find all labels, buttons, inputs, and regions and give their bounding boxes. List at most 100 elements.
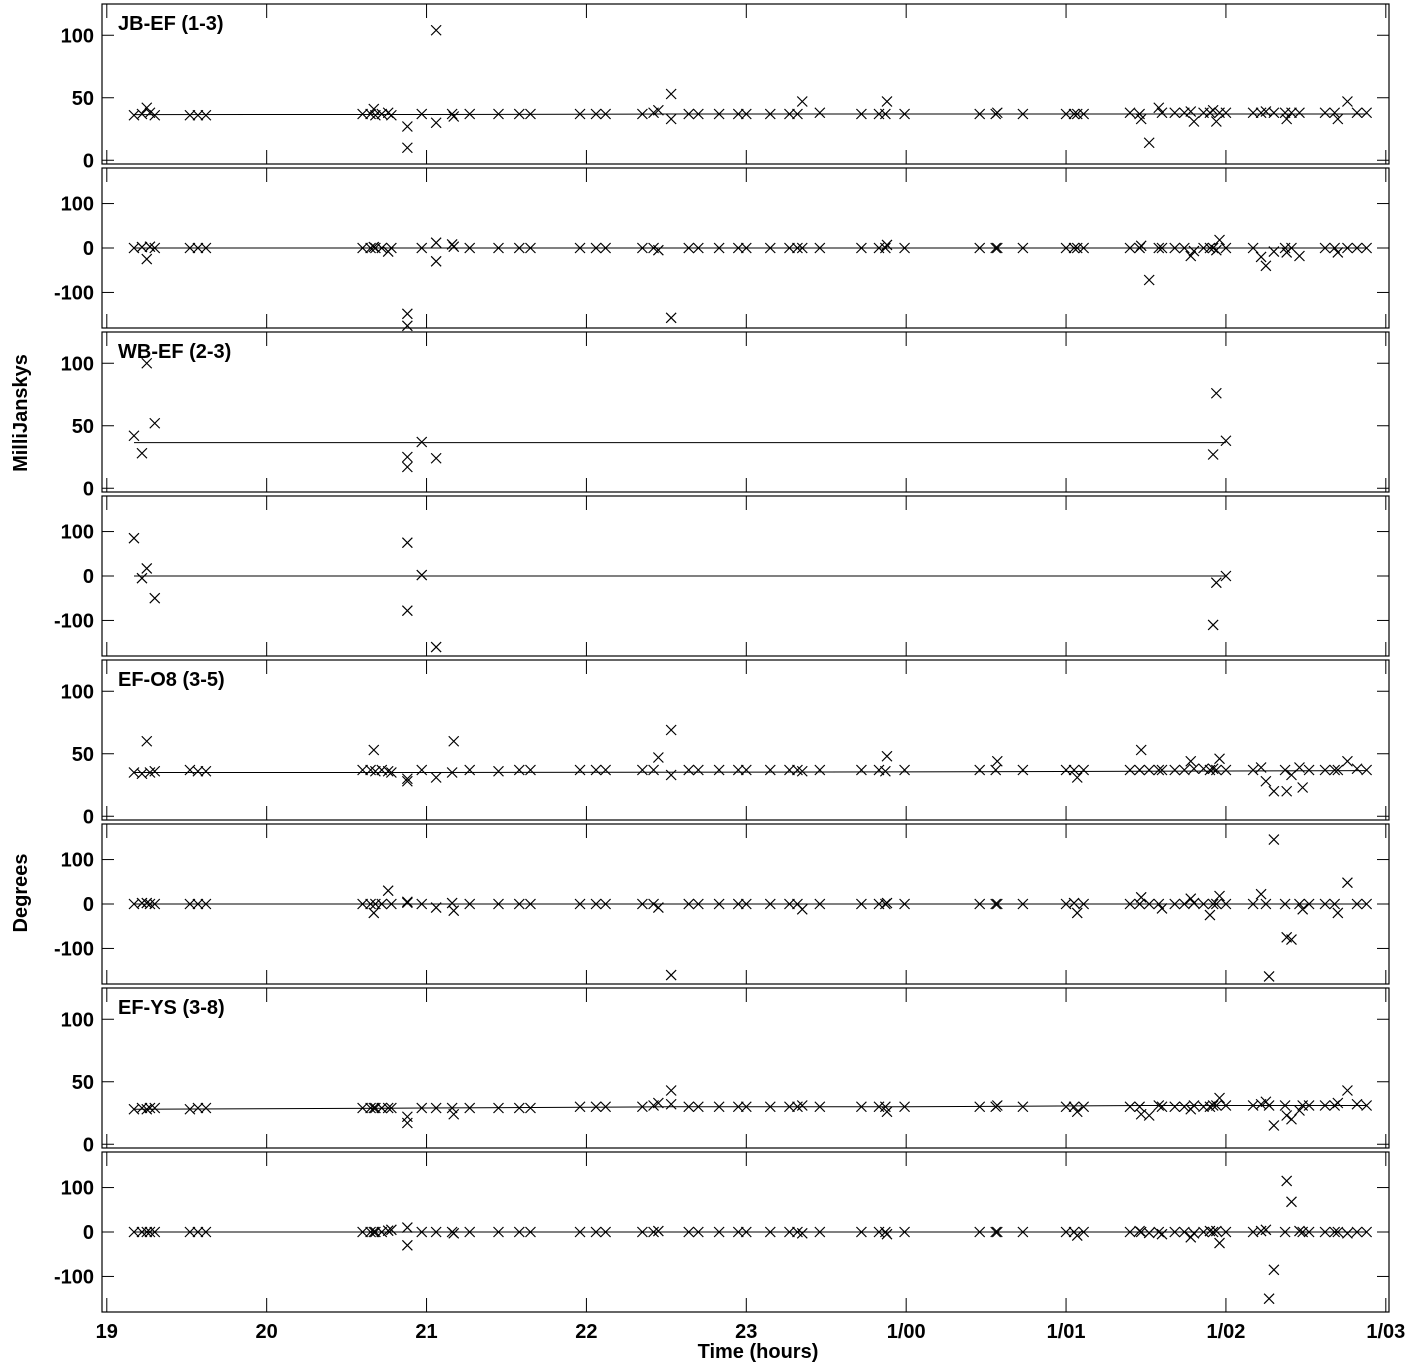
panel-3-amplitude-point bbox=[636, 1101, 648, 1113]
panel-1-phase-point bbox=[136, 572, 148, 584]
panel-2-phase-point bbox=[665, 969, 677, 981]
panel-2-amplitude-point bbox=[1185, 755, 1197, 767]
panel-2-amplitude-point bbox=[149, 765, 161, 777]
panel-2-amp-ytick-label: 0 bbox=[83, 806, 94, 828]
panel-0-phase-point bbox=[1268, 246, 1280, 257]
panel-2-amplitude-point bbox=[1068, 764, 1080, 776]
panel-2-phase-point bbox=[401, 896, 413, 908]
panel-3-amplitude-point bbox=[1068, 1101, 1080, 1113]
panel-2-phase-point bbox=[1342, 877, 1353, 889]
panel-3-phase-point bbox=[990, 1226, 1002, 1238]
panel-0-phase-point bbox=[149, 242, 161, 254]
panel-0-phase-point bbox=[192, 242, 204, 254]
panel-3-amplitude-point bbox=[692, 1101, 704, 1113]
panel-0-phase-point bbox=[1143, 274, 1155, 286]
panel-3-phase-point bbox=[1361, 1226, 1373, 1238]
panel-2-phase-point bbox=[200, 898, 212, 910]
panel-0-phase-point bbox=[1060, 242, 1072, 254]
panel-2-amplitude-point bbox=[713, 764, 725, 776]
panel-2-amplitude-point bbox=[1279, 764, 1291, 776]
panel-3-phase-point bbox=[493, 1226, 504, 1238]
panel-2-phase-point bbox=[740, 898, 752, 910]
panel-2-amplitude-point bbox=[1178, 764, 1190, 776]
panel-3-amplitude-point bbox=[1294, 1105, 1305, 1116]
panel-2-amplitude-point bbox=[990, 764, 1002, 776]
panel-3-phase-point bbox=[991, 1226, 1003, 1238]
panel-2-amplitude-point bbox=[1268, 785, 1280, 797]
panel-2-amplitude-point bbox=[368, 744, 380, 756]
panel-1-amplitude-point bbox=[416, 436, 428, 448]
panel-0-phase-point bbox=[879, 242, 891, 254]
panel-3-phase-point bbox=[513, 1226, 525, 1238]
panel-2-phase-point bbox=[899, 898, 911, 910]
x-tick-label: 21 bbox=[415, 1321, 437, 1343]
panel-2-amplitude-point bbox=[1198, 763, 1209, 775]
panel-2-amplitude-point bbox=[200, 765, 212, 777]
panel-0-amplitude-point bbox=[184, 109, 196, 121]
panel-0-amplitude-point bbox=[881, 96, 893, 107]
panel-3-phase-point bbox=[713, 1226, 725, 1238]
panel-3-phase-point bbox=[1279, 1226, 1291, 1238]
panel-2-amplitude-point bbox=[1303, 764, 1315, 776]
panel-3-phase-point bbox=[1207, 1226, 1219, 1238]
panel-1-phase-point bbox=[401, 537, 413, 549]
panel-2-amplitude-point bbox=[1351, 763, 1363, 775]
panel-2-amplitude-point bbox=[376, 764, 388, 776]
panel-0-phase-point bbox=[1214, 234, 1225, 246]
panel-0-amplitude-point bbox=[525, 108, 536, 120]
panel-3-phase-point bbox=[1319, 1226, 1331, 1238]
panel-0-phase-point bbox=[416, 242, 428, 254]
panel-0-phase-point bbox=[1178, 242, 1190, 254]
panel-3-amplitude-point bbox=[665, 1085, 677, 1096]
panel-2-phase-point bbox=[648, 898, 659, 910]
panel-2-amplitude-point bbox=[1319, 764, 1331, 776]
panel-1-amplitude-point bbox=[430, 452, 442, 464]
panel-3-phase-point bbox=[184, 1226, 196, 1238]
panel-0-phase-point bbox=[365, 242, 377, 254]
panel-3-amplitude-point bbox=[784, 1101, 795, 1113]
panel-2-phase-point bbox=[1319, 898, 1331, 910]
x-tick-label: 1/02 bbox=[1206, 1321, 1245, 1343]
panel-2-amplitude-point bbox=[1332, 764, 1344, 776]
panel-0-amplitude-point bbox=[879, 108, 891, 120]
panel-3-phase-point bbox=[1281, 1175, 1293, 1187]
panel-0-amplitude-point bbox=[1342, 96, 1353, 107]
panel-3-phase-point bbox=[464, 1226, 476, 1238]
panel-0-phase-point bbox=[732, 242, 744, 254]
panel-0-phase-point bbox=[784, 242, 795, 254]
panel-2-amplitude-point bbox=[784, 764, 795, 776]
panel-2-amplitude-point bbox=[416, 764, 428, 776]
panel-3-phase-point bbox=[636, 1226, 648, 1238]
panel-3-phase-point bbox=[430, 1226, 442, 1238]
panel-1-amp-ytick-label: 50 bbox=[72, 416, 94, 438]
panel-2-phase-point bbox=[990, 898, 1002, 910]
panel-3-phase-point bbox=[1071, 1230, 1083, 1241]
panel-0-amplitude-point bbox=[1361, 107, 1373, 119]
panel-1-phase-ytick-label: 100 bbox=[61, 522, 94, 544]
panel-2-phase-point bbox=[683, 898, 695, 910]
panel-2-phase-point bbox=[184, 898, 196, 910]
panel-3-amplitude-point bbox=[1361, 1100, 1373, 1111]
panel-3-phase-point bbox=[365, 1226, 377, 1238]
panel-3-amplitude-point bbox=[732, 1101, 744, 1113]
panel-0-phase-point bbox=[796, 242, 808, 254]
panel-0-phase-point bbox=[692, 242, 704, 254]
panel-2-amplitude-point bbox=[764, 764, 776, 776]
panel-2-phase-point bbox=[881, 897, 893, 909]
panel-2-amplitude-point bbox=[991, 755, 1003, 767]
panel-0-amplitude-point bbox=[368, 103, 380, 115]
panel-3-phase-point bbox=[1268, 1264, 1280, 1276]
panel-2-amplitude-point bbox=[814, 764, 826, 776]
panel-0-amplitude-point bbox=[446, 108, 458, 120]
panel-3-amplitude-point bbox=[1220, 1100, 1232, 1111]
panel-0-amplitude-point bbox=[513, 108, 525, 120]
panel-0-amplitude-point bbox=[796, 96, 808, 107]
panel-1-amplitude-point bbox=[401, 451, 413, 463]
panel-3-phase-point bbox=[357, 1226, 369, 1238]
panel-3-amplitude-point bbox=[1124, 1101, 1136, 1113]
panel-3-phase-point bbox=[1294, 1225, 1305, 1237]
panel-0-phase-point bbox=[1204, 242, 1216, 254]
panel-0-amp-ytick-label: 0 bbox=[83, 150, 94, 172]
panel-0-amplitude-point bbox=[401, 121, 413, 132]
panel-3-phase-point bbox=[784, 1226, 795, 1238]
